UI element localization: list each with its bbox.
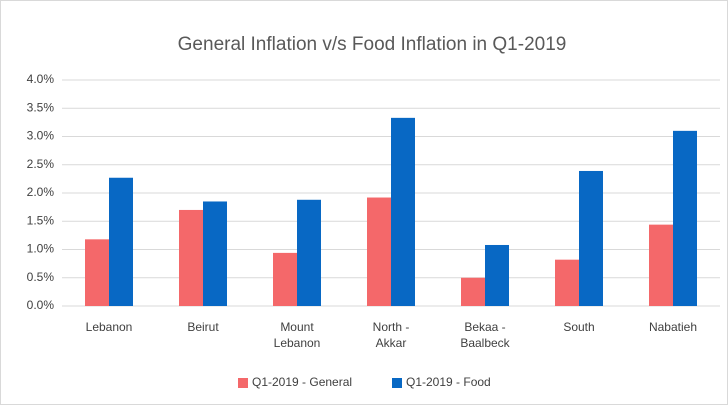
- y-tick-label: 2.5%: [27, 157, 55, 171]
- y-tick-label: 2.0%: [27, 185, 55, 199]
- bar: [579, 170, 603, 306]
- bar: [297, 199, 321, 306]
- bar: [273, 252, 297, 306]
- bar: [461, 277, 485, 306]
- legend-label: Q1-2019 - Food: [406, 375, 491, 389]
- x-tick-label: Mount Lebanon: [273, 320, 321, 350]
- x-tick-label: Lebanon: [85, 320, 133, 334]
- y-tick-label: 3.0%: [27, 129, 55, 143]
- y-tick-label: 0.5%: [27, 270, 55, 284]
- x-tick-label: Beirut: [187, 320, 219, 334]
- legend-swatch: [238, 378, 248, 388]
- legend-swatch: [392, 378, 402, 388]
- bar: [555, 259, 579, 306]
- bar: [85, 239, 109, 306]
- x-tick-label: North - Akkar: [372, 320, 410, 350]
- x-tick-label: Nabatieh: [648, 320, 698, 334]
- bar: [109, 177, 133, 306]
- x-tick-label: South: [563, 320, 595, 334]
- bar: [673, 130, 697, 306]
- bar: [649, 224, 673, 306]
- y-tick-label: 4.0%: [27, 72, 55, 86]
- chart-title: General Inflation v/s Food Inflation in …: [178, 34, 567, 55]
- y-tick-label: 0.0%: [27, 298, 55, 312]
- bar: [367, 197, 391, 306]
- bar: [391, 117, 415, 306]
- x-tick-label: Bekaa - Baalbeck: [460, 320, 510, 350]
- bar: [179, 209, 203, 306]
- y-tick-label: 1.5%: [27, 213, 55, 227]
- bar: [485, 244, 509, 306]
- y-tick-label: 1.0%: [27, 242, 55, 256]
- y-tick-label: 3.5%: [27, 100, 55, 114]
- legend-label: Q1-2019 - General: [252, 375, 352, 389]
- bar: [203, 201, 227, 306]
